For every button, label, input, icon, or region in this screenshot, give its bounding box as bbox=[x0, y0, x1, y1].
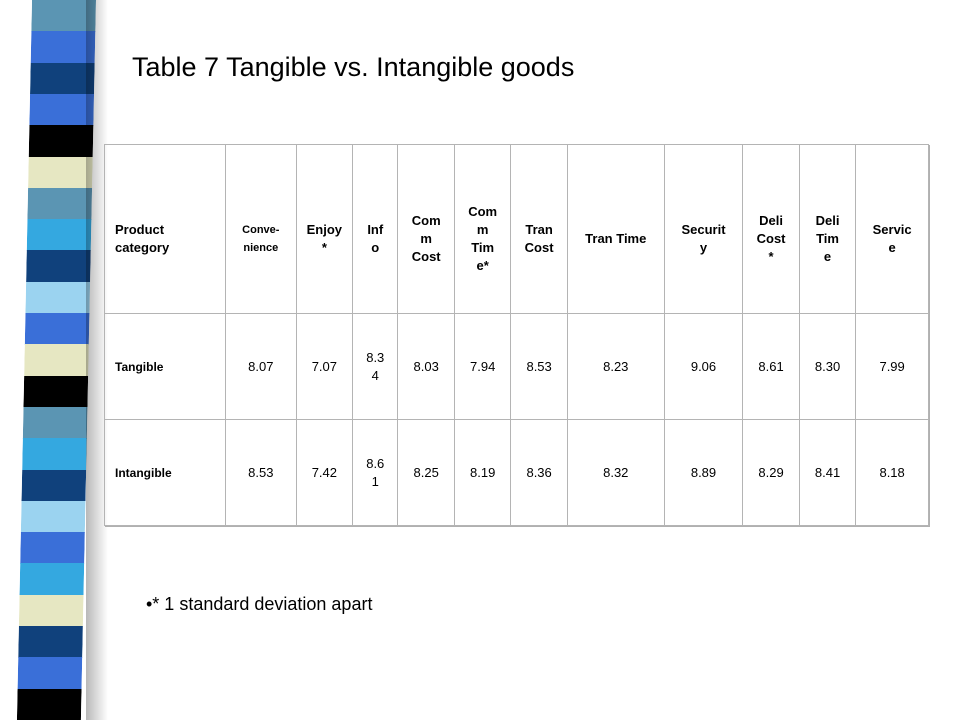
header-text: Inf o bbox=[367, 222, 384, 255]
stripe bbox=[28, 156, 93, 189]
slide-title: Table 7 Tangible vs. Intangible goods bbox=[132, 52, 575, 82]
header-comm-time: Com m Tim e* bbox=[453, 144, 512, 314]
header-text: Conve-nience bbox=[242, 224, 280, 254]
table-cell: 8.3 4 bbox=[352, 313, 399, 420]
table-cell: 8.41 bbox=[798, 419, 857, 526]
header-text: Servic e bbox=[872, 222, 912, 255]
table-cell: 7.94 bbox=[453, 313, 512, 420]
stripe bbox=[29, 93, 95, 126]
header-security: Securit y bbox=[663, 144, 744, 314]
table-row: Intangible 8.53 7.42 8.6 1 8.25 8.19 8.36 8.32 8… bbox=[103, 419, 929, 526]
decorative-stripe-bar bbox=[16, 0, 96, 720]
table-cell: 7.99 bbox=[855, 313, 929, 420]
table-cell: 8.53 bbox=[510, 313, 568, 420]
stripe bbox=[22, 406, 88, 439]
header-text: Tran Time bbox=[585, 231, 647, 246]
table-cell: 7.42 bbox=[295, 419, 354, 526]
stripe bbox=[22, 438, 87, 471]
table-header-row: Product category Conve-nience Enjoy * Inf o… bbox=[103, 144, 929, 314]
stripe bbox=[30, 62, 95, 95]
header-tran-time: Tran Time bbox=[566, 144, 665, 314]
table-cell: 8.89 bbox=[663, 419, 744, 526]
comparison-table: Product category Conve-nience Enjoy * Inf o… bbox=[103, 144, 929, 526]
header-text: Tran Cost bbox=[524, 222, 554, 255]
stripe bbox=[24, 313, 90, 345]
header-text: Securit y bbox=[681, 222, 726, 255]
table-cell: 8.29 bbox=[742, 419, 800, 526]
header-text: Com m Cost bbox=[411, 213, 441, 264]
header-tran-cost: Tran Cost bbox=[510, 144, 568, 314]
header-deli-time: Deli Tim e bbox=[798, 144, 857, 314]
table-cell: 8.36 bbox=[510, 419, 568, 526]
stripe bbox=[16, 688, 82, 720]
table-cell: 8.19 bbox=[453, 419, 512, 526]
stripe bbox=[17, 657, 83, 690]
header-deli-cost: Deli Cost * bbox=[742, 144, 800, 314]
header-text: Com m Tim e* bbox=[468, 204, 498, 273]
table-cell: 8.23 bbox=[566, 313, 665, 420]
header-service: Servic e bbox=[855, 144, 929, 314]
stripe bbox=[26, 250, 91, 283]
stripe bbox=[18, 626, 83, 658]
header-product-category: Product category bbox=[103, 144, 227, 314]
header-text: Product category bbox=[115, 222, 170, 255]
table-cell: 8.32 bbox=[566, 419, 665, 526]
stripe bbox=[21, 469, 87, 502]
stripe bbox=[26, 219, 92, 251]
table-cell: 8.07 bbox=[225, 313, 297, 420]
header-text: Enjoy * bbox=[306, 222, 343, 255]
stripe bbox=[20, 532, 85, 564]
table-cell: 8.03 bbox=[397, 313, 455, 420]
stripe bbox=[28, 125, 94, 157]
stripe bbox=[18, 594, 84, 627]
footnote: •* 1 standard deviation apart bbox=[146, 594, 373, 614]
table-cell: 9.06 bbox=[663, 313, 744, 420]
header-text: Deli Cost * bbox=[756, 213, 786, 264]
table-cell: 8.30 bbox=[798, 313, 857, 420]
table-cell: 8.53 bbox=[225, 419, 297, 526]
stripe bbox=[24, 344, 89, 377]
stripe bbox=[27, 187, 93, 220]
stripe-shadow bbox=[86, 0, 108, 720]
table-cell: 7.07 bbox=[295, 313, 354, 420]
stripe bbox=[19, 563, 85, 596]
table-cell: 8.25 bbox=[397, 419, 455, 526]
stripe bbox=[25, 281, 91, 314]
header-text: Deli Tim e bbox=[815, 213, 840, 264]
table-cell: 8.61 bbox=[742, 313, 800, 420]
table-row: Tangible 8.07 7.07 8.3 4 8.03 7.94 8.53 8.23 9.0… bbox=[103, 313, 929, 420]
header-comm-cost: Com m Cost bbox=[397, 144, 455, 314]
row-label-intangible: Intangible bbox=[103, 419, 227, 526]
header-enjoy: Enjoy * bbox=[295, 144, 354, 314]
stripe bbox=[20, 500, 86, 533]
header-convenience: Conve-nience bbox=[225, 144, 297, 314]
table-cell: 8.18 bbox=[855, 419, 929, 526]
row-label-tangible: Tangible bbox=[103, 313, 227, 420]
stripe bbox=[23, 375, 89, 408]
header-info: Inf o bbox=[352, 144, 399, 314]
